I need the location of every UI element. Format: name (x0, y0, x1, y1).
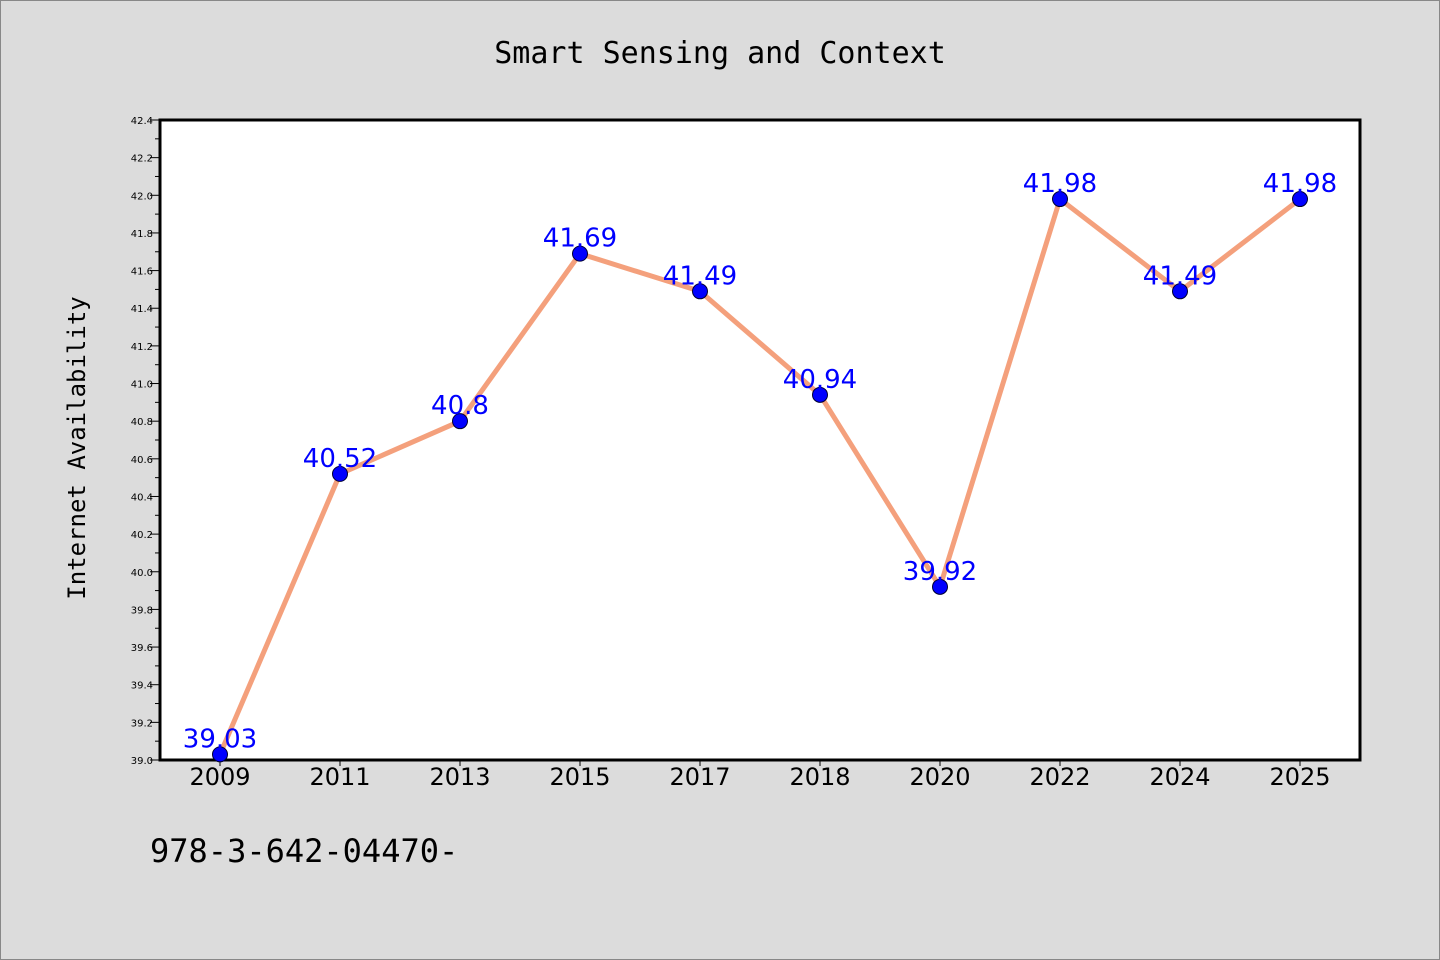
data-point (1292, 191, 1308, 208)
y-tick-label: 40.6 (131, 455, 153, 466)
x-tick-label: 2011 (309, 763, 370, 791)
y-tick-label: 41.0 (131, 380, 153, 391)
y-tick-label: 39.0 (131, 756, 153, 767)
x-tick-label: 2018 (789, 763, 850, 791)
data-point (212, 746, 228, 763)
series-line (217, 196, 1302, 756)
data-label: 39.03 (183, 724, 257, 754)
x-tick-label: 2022 (1029, 763, 1090, 791)
series-group: 39.03 40.52 40.8 41.69 41.49 40.94 39.92 41.98 4… (183, 169, 1337, 763)
y-tick-label: 42.2 (131, 154, 153, 165)
y-tick-label: 41.4 (131, 304, 153, 315)
x-tick-label: 2009 (189, 763, 250, 791)
y-tick-label: 39.6 (131, 643, 153, 654)
y-axis: 39.0 39.2 39.4 39.6 39.8 40.0 40.2 40.4 40.6 40.8… (131, 116, 160, 767)
y-tick-label: 40.4 (131, 492, 153, 503)
y-tick-label: 41.2 (131, 342, 153, 353)
data-point (1052, 191, 1068, 208)
data-label: 41.49 (663, 261, 737, 291)
y-tick-label: 41.6 (131, 267, 153, 278)
data-label: 41.69 (543, 224, 617, 254)
y-tick-label: 42.4 (131, 116, 153, 127)
data-point (332, 465, 348, 482)
data-label: 39.92 (903, 557, 977, 587)
data-label: 40.8 (431, 391, 489, 421)
x-tick-label: 2025 (1269, 763, 1330, 791)
x-axis: 2009 2011 2013 2015 2017 2018 2020 2022 2024 2025 (189, 760, 1331, 791)
x-tick-label: 2024 (1149, 763, 1210, 791)
y-tick-label: 42.0 (131, 191, 153, 202)
footnote-isbn: 978-3-642-04470- (150, 832, 459, 870)
data-point (572, 245, 588, 262)
y-tick-label: 41.8 (131, 229, 153, 240)
data-point (932, 578, 948, 595)
y-tick-label: 39.8 (131, 605, 153, 616)
chart-title: Smart Sensing and Context (494, 36, 946, 71)
data-point (452, 413, 468, 430)
data-label: 41.98 (1263, 169, 1337, 199)
x-tick-label: 2020 (909, 763, 970, 791)
y-axis-label: Internet Availability (63, 296, 91, 599)
x-tick-label: 2017 (669, 763, 730, 791)
data-label: 41.49 (1143, 261, 1217, 291)
data-point (812, 386, 828, 403)
y-tick-label: 40.2 (131, 530, 153, 541)
y-tick-label: 39.2 (131, 718, 153, 729)
x-tick-label: 2013 (429, 763, 490, 791)
data-label: 40.52 (303, 444, 377, 474)
y-tick-label: 40.0 (131, 568, 153, 579)
plot-area (158, 118, 1362, 762)
y-tick-label: 39.4 (131, 681, 153, 692)
x-tick-label: 2015 (549, 763, 610, 791)
y-tick-label: 40.8 (131, 417, 153, 428)
data-label: 40.94 (783, 365, 857, 395)
data-point (692, 283, 708, 300)
data-label: 41.98 (1023, 169, 1097, 199)
data-point (1172, 283, 1188, 300)
